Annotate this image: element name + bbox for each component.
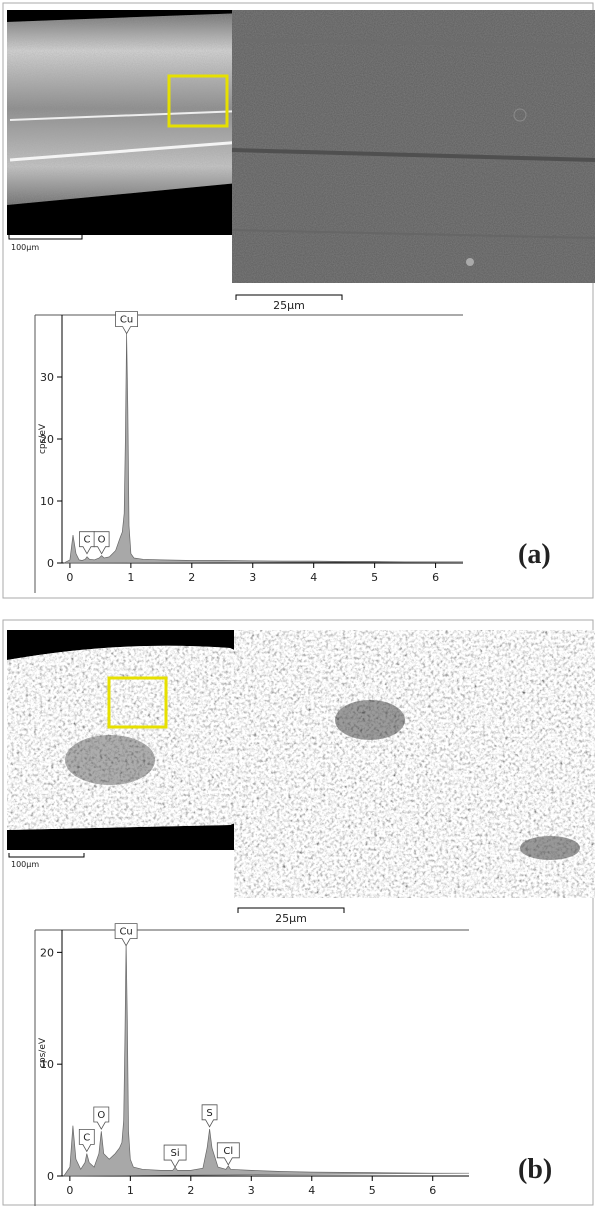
x-tick-label: 3 <box>248 1184 255 1197</box>
scale-label: 25μm <box>275 912 307 925</box>
scale-label: 25μm <box>273 299 305 312</box>
scale-bar <box>9 853 84 857</box>
panel-label: (b) <box>518 1154 552 1185</box>
x-tick-label: 1 <box>127 571 134 584</box>
page: 100μm 25μm 100μm 25μm (a) (b) 0102030012… <box>0 0 595 1209</box>
peak-label: Cu <box>120 315 133 326</box>
peak-label: Si <box>171 1148 180 1159</box>
sem-image-overview <box>7 630 266 850</box>
x-tick-label: 4 <box>308 1184 315 1197</box>
sem-image-overview <box>7 10 270 235</box>
peak-label: Cu <box>119 927 132 938</box>
x-tick-label: 0 <box>66 1184 73 1197</box>
y-tick-label: 0 <box>47 1170 54 1183</box>
peak-label: S <box>206 1108 212 1119</box>
x-tick-label: 6 <box>432 571 439 584</box>
x-tick-label: 5 <box>369 1184 376 1197</box>
x-tick-label: 5 <box>371 571 378 584</box>
sem-image-detail <box>234 630 595 898</box>
x-tick-label: 2 <box>188 571 195 584</box>
x-tick-label: 2 <box>187 1184 194 1197</box>
x-tick-label: 3 <box>249 571 256 584</box>
peak-label: O <box>98 535 106 546</box>
panel-label: (a) <box>518 539 551 570</box>
peak-label: C <box>83 535 90 546</box>
peak-label: O <box>97 1110 105 1121</box>
scale-label: 100μm <box>11 243 39 252</box>
peak-label: C <box>83 1132 90 1143</box>
scale-bar <box>9 235 82 239</box>
figure: 100μm 25μm 100μm 25μm (a) (b) 0102030012… <box>0 0 595 1209</box>
x-tick-label: 4 <box>310 571 317 584</box>
scale-label: 100μm <box>11 860 39 869</box>
sem-image-detail <box>232 10 595 283</box>
y-tick-label: 30 <box>40 371 54 384</box>
x-tick-label: 6 <box>429 1184 436 1197</box>
y-axis-label: cps/eV <box>38 1037 48 1068</box>
x-tick-label: 0 <box>66 571 73 584</box>
y-axis-label: cps/eV <box>38 423 48 454</box>
peak-label: Cl <box>223 1146 233 1157</box>
y-tick-label: 20 <box>40 946 54 959</box>
y-tick-label: 0 <box>47 557 54 570</box>
spectrum <box>64 941 469 1176</box>
spectrum <box>64 334 463 563</box>
y-tick-label: 10 <box>40 495 54 508</box>
x-tick-label: 1 <box>127 1184 134 1197</box>
